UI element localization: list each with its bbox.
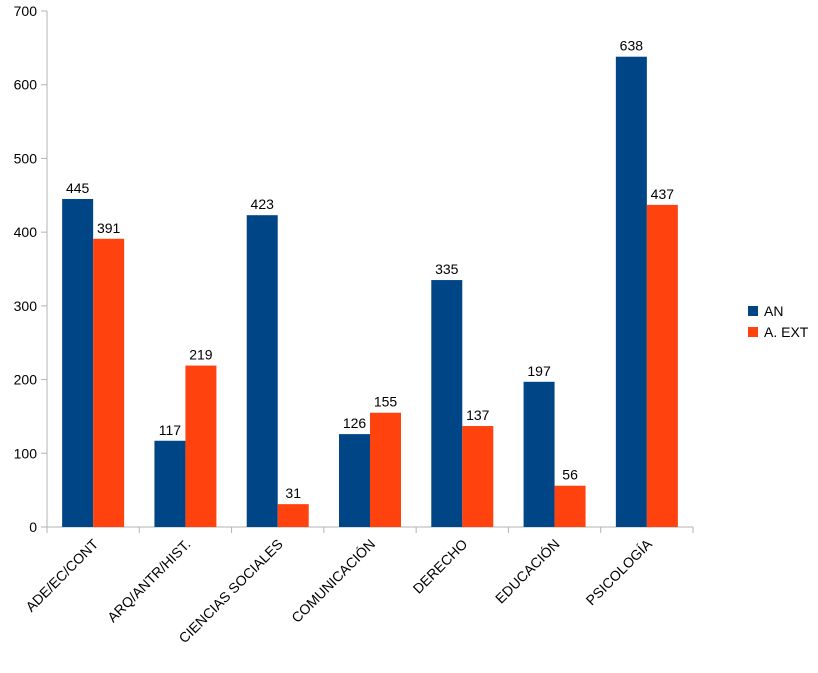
data-label: 437 [651,186,675,202]
y-axis: 0 100 200 300 400 500 600 700 [14,3,48,535]
data-label: 638 [620,38,644,54]
bar-a-ext [554,485,586,527]
bar-an [523,381,555,527]
bar-a-ext [93,238,125,527]
data-label: 423 [251,196,275,212]
data-label: 219 [189,347,213,363]
legend-swatch [748,306,758,316]
bars [62,56,678,528]
data-label: 56 [562,467,578,483]
data-label: 391 [97,220,121,236]
x-category-label: CIENCIAS SOCIALES [175,536,285,646]
data-label: 335 [435,261,459,277]
legend-label: A. EXT [764,324,809,340]
bar-an [246,215,278,527]
y-tick-label: 300 [14,298,38,314]
y-tick-label: 600 [14,77,38,93]
x-category-label: PSICOLOGÍA [583,535,656,608]
bar-a-ext [370,412,401,527]
y-tick-label: 700 [14,3,38,19]
bar-an [339,434,370,527]
y-tick-label: 100 [14,445,38,461]
bar-an [431,280,463,527]
bar-an [62,198,94,527]
x-category-label: ARQ/ANTR/HIST. [104,536,193,625]
bar-a-ext [646,204,678,527]
data-label: 126 [343,415,367,431]
x-category-label: DERECHO [410,536,471,597]
y-tick-label: 400 [14,224,38,240]
y-tick-label: 200 [14,372,38,388]
bar-a-ext [185,365,217,527]
bar-a-ext [462,426,494,527]
y-tick-label: 0 [29,519,37,535]
y-tick-label: 500 [14,150,38,166]
x-axis: ADE/EC/CONT ARQ/ANTR/HIST.CIENCIAS SOCIAL… [22,526,694,646]
data-label: 197 [527,363,551,379]
x-category-label: EDUCACIÓN [492,536,563,607]
data-label: 137 [466,407,490,423]
data-label: 445 [66,180,90,196]
bar-an [154,440,186,527]
bar-a-ext [277,504,309,527]
data-label: 155 [374,394,398,410]
data-label: 31 [285,485,301,501]
x-category-label: COMUNICACIÓN [288,536,378,626]
data-label: 117 [159,422,182,438]
legend-swatch [748,327,758,337]
bar-an [615,56,647,528]
x-category-label: ADE/EC/CONT [22,535,101,614]
data-labels: 445 391 117 219 423 31 126 155 335 137 197 56 638 437 [66,38,674,501]
legend: AN A. EXT [748,303,809,340]
legend-label: AN [764,303,783,319]
